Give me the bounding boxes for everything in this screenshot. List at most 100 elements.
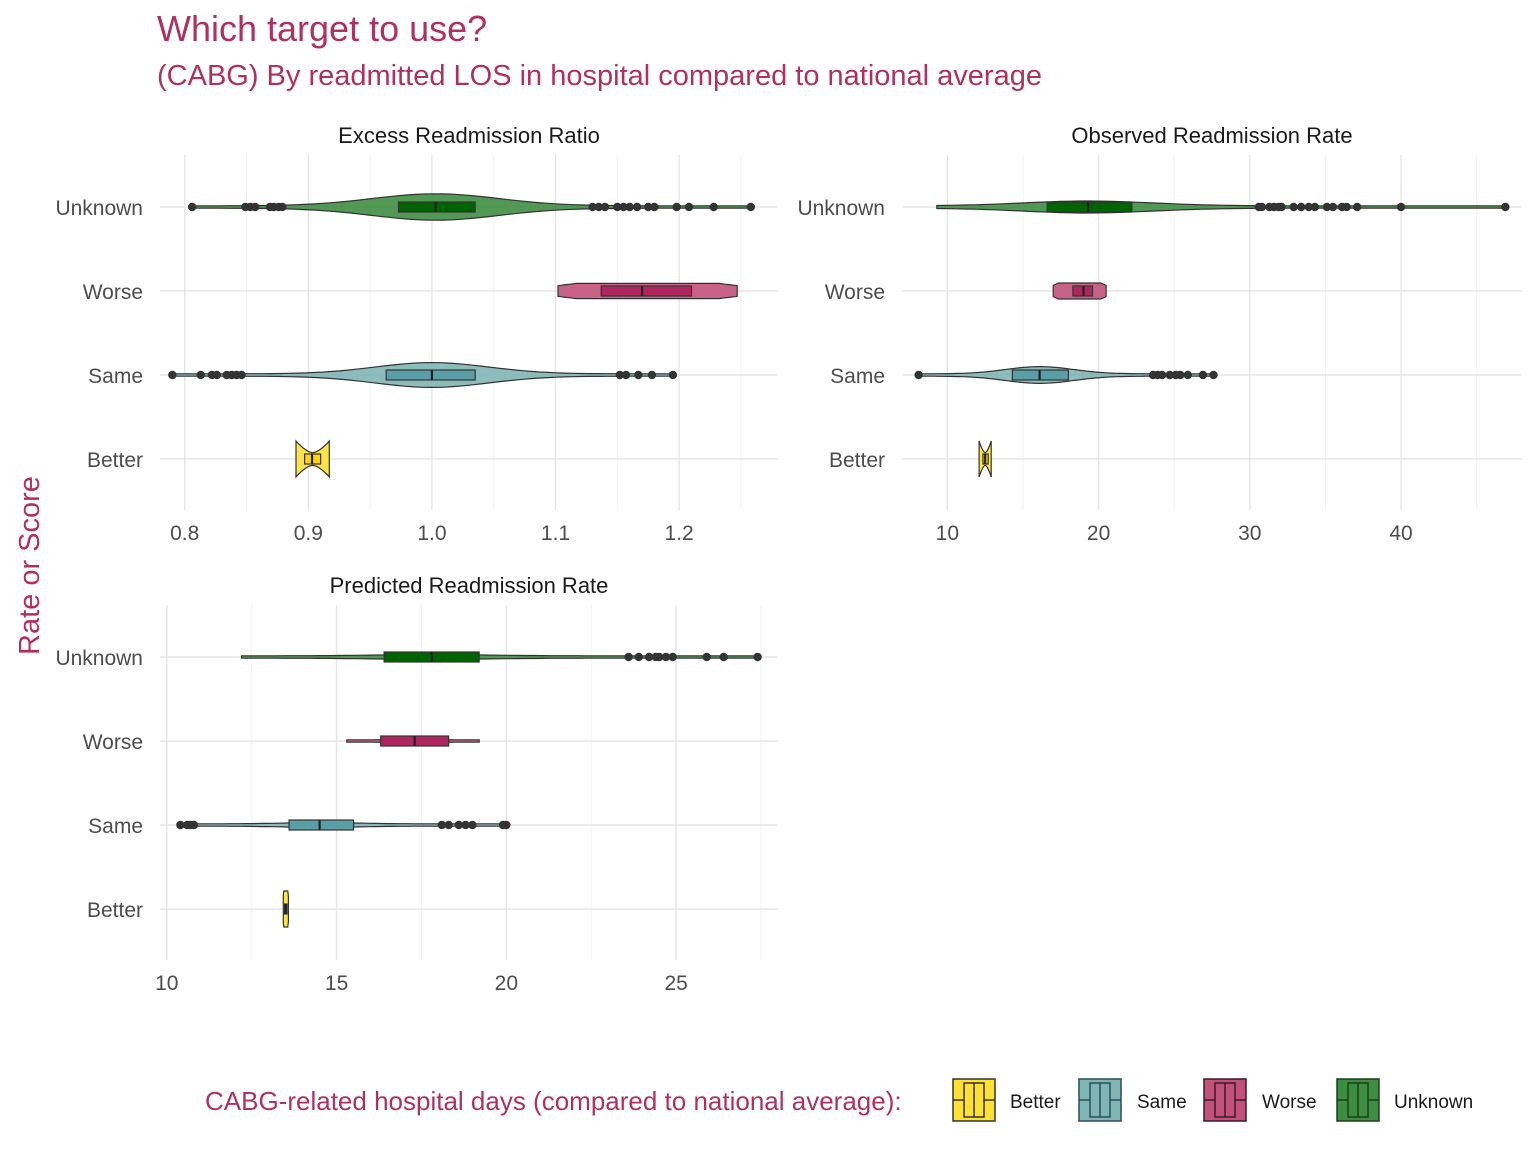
outlier-point (654, 652, 664, 662)
outlier-point (187, 202, 197, 212)
outlier-point (588, 202, 597, 212)
outlier-point (668, 652, 677, 662)
outlier-point (702, 652, 711, 662)
outlier-point (634, 652, 643, 662)
panel-title: Observed Readmission Rate (1071, 123, 1352, 148)
outlier-point (1297, 202, 1306, 212)
outlier-point (468, 820, 477, 830)
outlier-point (619, 202, 628, 212)
legend-label: Same (1137, 1092, 1187, 1113)
legend-title: CABG-related hospital days (compared to … (205, 1086, 902, 1116)
outlier-point (1198, 370, 1208, 380)
box-same (288, 819, 355, 831)
outlier-point (668, 370, 678, 380)
x-tick-label: 0.9 (294, 522, 323, 545)
category-label: Better (87, 899, 143, 922)
outlier-point (1396, 202, 1406, 212)
legend-label: Worse (1262, 1092, 1317, 1113)
outlier-point (613, 202, 622, 212)
x-tick-label: 15 (325, 972, 348, 995)
outlier-point (278, 202, 287, 212)
outlier-point (454, 820, 464, 830)
outlier-point (647, 370, 657, 380)
outlier-point (594, 202, 603, 212)
outlier-point (914, 370, 923, 380)
category-label: Same (88, 815, 143, 838)
box-worse (600, 285, 693, 297)
x-tick-label: 10 (936, 522, 959, 545)
outlier-point (709, 202, 718, 212)
outlier-point (250, 202, 260, 212)
outlier-point (621, 370, 631, 380)
category-label: Better (829, 449, 885, 472)
legend-label: Better (1010, 1092, 1061, 1113)
category-label: Same (830, 365, 885, 388)
outlier-point (1501, 202, 1510, 212)
outlier-point (1157, 370, 1167, 380)
outlier-point (444, 820, 453, 830)
outlier-point (1176, 370, 1185, 380)
violin-unknown (240, 654, 759, 660)
outlier-point (1304, 202, 1313, 212)
outlier-point (176, 820, 185, 830)
outlier-point (189, 820, 199, 830)
box-same (385, 369, 476, 381)
box-unknown (397, 201, 476, 213)
outlier-point (746, 202, 756, 212)
box-unknown (1046, 201, 1133, 213)
category-label: Unknown (797, 197, 885, 220)
category-label: Better (87, 449, 143, 472)
x-tick-label: 25 (664, 972, 687, 995)
outlier-point (502, 820, 511, 830)
category-label: Same (88, 365, 143, 388)
chart-title: Which target to use? (157, 8, 488, 49)
x-tick-label: 0.8 (170, 522, 199, 545)
x-tick-label: 20 (495, 972, 518, 995)
outlier-point (624, 652, 633, 662)
outlier-point (684, 202, 694, 212)
outlier-point (212, 370, 222, 380)
outlier-point (615, 370, 624, 380)
outlier-point (168, 370, 177, 380)
legend-label: Unknown (1394, 1092, 1473, 1113)
outlier-point (650, 202, 659, 212)
violin-unknown (936, 200, 1506, 214)
outlier-point (625, 202, 634, 212)
category-label: Worse (83, 281, 143, 304)
outlier-point (1322, 202, 1332, 212)
outlier-point (1289, 202, 1298, 212)
panel-title: Excess Readmission Ratio (338, 123, 600, 148)
outlier-point (644, 202, 653, 212)
outlier-point (661, 652, 671, 662)
outlier-point (644, 652, 654, 662)
outlier-point (719, 652, 728, 662)
x-tick-label: 20 (1087, 522, 1110, 545)
x-tick-label: 1.0 (417, 522, 446, 545)
outlier-point (196, 370, 205, 380)
x-tick-label: 30 (1238, 522, 1261, 545)
outlier-point (461, 820, 470, 830)
outlier-point (600, 202, 610, 212)
chart-subtitle: (CABG) By readmitted LOS in hospital com… (157, 60, 1042, 92)
category-label: Unknown (55, 647, 143, 670)
outlier-point (1183, 370, 1193, 380)
outlier-point (634, 370, 643, 380)
outlier-point (1257, 202, 1267, 212)
category-label: Worse (83, 731, 143, 754)
outlier-point (672, 202, 681, 212)
outlier-point (1352, 202, 1362, 212)
outlier-point (237, 370, 246, 380)
outlier-point (1310, 202, 1320, 212)
outlier-point (632, 202, 642, 212)
outlier-point (1165, 370, 1174, 380)
outlier-point (1328, 202, 1338, 212)
x-tick-label: 10 (155, 972, 178, 995)
outlier-point (1277, 202, 1286, 212)
outlier-point (1209, 370, 1218, 380)
x-tick-label: 40 (1389, 522, 1412, 545)
outlier-point (437, 820, 447, 830)
category-label: Worse (825, 281, 885, 304)
outlier-point (753, 652, 762, 662)
outlier-point (1342, 202, 1351, 212)
